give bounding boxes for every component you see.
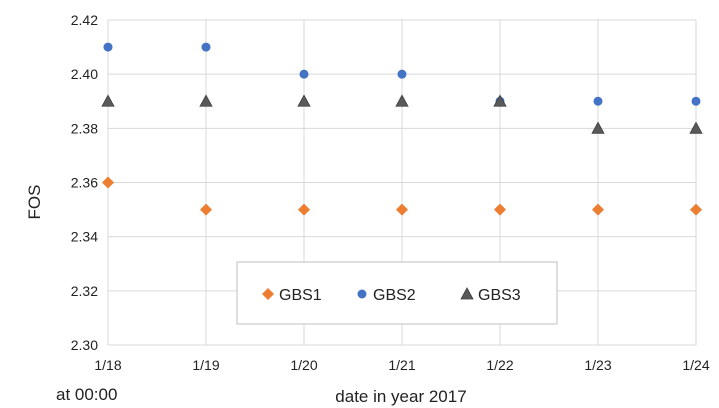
legend-box: [236, 261, 558, 325]
gbs1-point: [102, 176, 114, 189]
gbs2-point: [593, 96, 603, 106]
gbs3-point: [493, 94, 507, 107]
gbs1-point: [494, 203, 506, 216]
gbs3-point: [297, 94, 311, 107]
gbs2-point: [691, 96, 701, 106]
gbs2-point: [201, 42, 211, 52]
x-tick-label: 1/24: [682, 357, 709, 373]
y-tick-label: 2.34: [71, 229, 98, 245]
gbs3-point: [689, 121, 703, 134]
x-tick-label: 1/20: [290, 357, 317, 373]
y-tick-label: 2.36: [71, 175, 98, 191]
legend-marker-gbs3: [460, 287, 474, 300]
gbs3-point: [395, 94, 409, 107]
gbs1-point: [298, 203, 310, 216]
legend-marker-gbs2: [357, 289, 367, 299]
y-tick-label: 2.30: [71, 337, 98, 353]
y-axis-title: FOS: [25, 185, 44, 220]
x-tick-label: 1/19: [192, 357, 219, 373]
gbs1-point: [200, 203, 212, 216]
gbs3-point: [101, 94, 115, 107]
gbs3-point: [591, 121, 605, 134]
y-tick-label: 2.40: [71, 66, 98, 82]
x-axis-note: at 00:00: [56, 385, 117, 404]
gbs1-point: [396, 203, 408, 216]
x-tick-label: 1/22: [486, 357, 513, 373]
legend: GBS1 GBS2 GBS3: [236, 261, 558, 325]
axes: 2.30 2.32 2.34 2.36 2.38 2.40 2.42 1/18 1/19 1/20…: [71, 12, 710, 373]
data-points: [101, 42, 703, 216]
gbs2-point: [103, 42, 113, 52]
y-tick-label: 2.38: [71, 120, 98, 136]
y-tick-label: 2.42: [71, 12, 98, 28]
legend-label-gbs3: GBS3: [478, 287, 521, 304]
x-axis-title: date in year 2017: [335, 387, 466, 406]
legend-marker-gbs1: [262, 288, 274, 300]
x-tick-label: 1/23: [584, 357, 611, 373]
x-tick-label: 1/18: [94, 357, 121, 373]
legend-label-gbs1: GBS1: [279, 287, 322, 304]
y-tick-label: 2.32: [71, 283, 98, 299]
legend-label-gbs2: GBS2: [373, 287, 416, 304]
gbs2-point: [397, 69, 407, 79]
gbs1-point: [592, 203, 604, 216]
x-tick-label: 1/21: [388, 357, 415, 373]
gbs1-point: [690, 203, 702, 216]
gbs2-point: [299, 69, 309, 79]
gbs3-point: [199, 94, 213, 107]
